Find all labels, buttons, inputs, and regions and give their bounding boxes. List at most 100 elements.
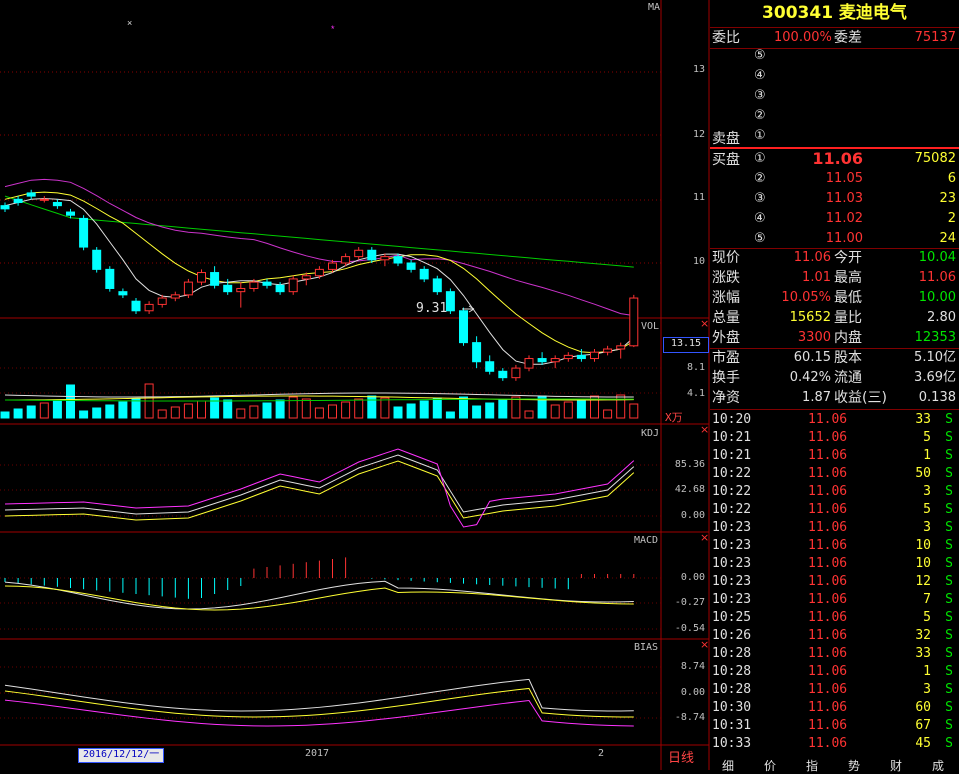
tick-side: S [945,430,953,445]
tick-time: 10:22 [712,466,752,481]
tick-side: S [945,592,953,607]
bottom-tab[interactable]: 指 [806,759,819,773]
fund-value: 1.87 [802,390,831,405]
candle-body [590,351,599,360]
fund-label: 净资 [712,390,740,406]
volume-bar [406,403,416,419]
buy-book: 买盘 ① 11.06 75082 ② 11.05 6 ③ 11.03 23 ④ 11.02 2 ⑤ 11.0… [710,149,959,249]
candle-body [210,272,220,286]
candle-body [354,249,364,258]
stock-title: 300341 麦迪电气 [762,3,907,23]
tick-time: 10:28 [712,682,752,697]
tick-row: 10:22 11.06 5 S [710,501,959,519]
volume-bar [157,409,167,419]
tick-row: 10:28 11.06 3 S [710,681,959,699]
candle-body [524,358,534,369]
bottom-tab[interactable]: 财 [890,759,903,773]
date-mid-label: 2017 [305,748,330,759]
candle-body [26,192,36,197]
volume-bar [0,411,10,419]
vol-ma-yellow [4,395,634,401]
buy-price: 11.02 [825,211,863,226]
candle-body [445,291,455,312]
tick-row: 10:23 11.06 12 S [710,573,959,591]
tick-list[interactable]: 10:20 11.06 33 S 10:21 11.06 5 S 10:21 11.06 1 S 10:… [710,411,959,756]
quote-label: 外盘 [712,330,740,346]
quote-value: 10.00 [918,290,956,305]
volume-bar [432,397,442,419]
tick-time: 10:26 [712,628,752,643]
tick-volume: 7 [923,592,931,607]
kdj-level-1: 85.36 [674,459,705,470]
bias-line-3 [4,699,634,727]
period-label[interactable]: 日线 [668,751,695,766]
candle-body [223,284,233,293]
fund-label: 收益(三) [834,390,887,406]
tick-row: 10:23 11.06 10 S [710,537,959,555]
tick-side: S [945,484,953,499]
tick-time: 10:23 [712,520,752,535]
tick-price: 11.06 [808,502,848,517]
kline-chart[interactable]: × × × × × * [0,0,710,770]
tick-row: 10:28 11.06 1 S [710,663,959,681]
tick-price: 11.06 [808,628,848,643]
buy-price: 11.00 [825,231,863,246]
fundamentals-block: 市盈 60.15 股本 5.10亿 换手 0.42% 流通 3.69亿 净资 1.87 收益(三) 0… [710,348,959,408]
tick-side: S [945,628,953,643]
volume-bar [341,401,351,419]
tick-row: 10:23 11.06 3 S [710,519,959,537]
tick-price: 11.06 [808,610,848,625]
tick-side: S [945,664,953,679]
candle-body [288,278,298,293]
quote-label: 涨跌 [712,270,740,286]
low-price-label: 9.31 [416,301,448,316]
tick-price: 11.06 [808,412,848,427]
ma-line-magenta [4,178,634,317]
tick-side: S [945,412,953,427]
tick-time: 10:30 [712,700,752,715]
volume-bar [210,397,220,419]
quote-value: 10.05% [781,290,831,305]
fund-value: 5.10亿 [914,350,956,365]
tick-row: 10:22 11.06 50 S [710,465,959,483]
fund-value: 0.42% [789,370,831,385]
kdj-panel-label: KDJ [641,428,660,439]
volume-bar [511,396,521,419]
tick-row: 10:23 11.06 10 S [710,555,959,573]
bottom-tab[interactable]: 势 [848,759,861,773]
tick-row: 10:23 11.06 7 S [710,591,959,609]
volume-bar [223,399,233,419]
volume-bar [590,395,599,419]
bias-level-2: 0.00 [680,687,705,698]
tick-time: 10:22 [712,502,752,517]
volume-bar [92,407,102,419]
tick-volume: 10 [915,556,931,571]
bottom-tab[interactable]: 价 [764,759,777,773]
sell-book: 卖盘 ⑤ ④ ③ ② ① [710,48,959,148]
candle-body [118,291,128,296]
tick-volume: 5 [923,502,931,517]
bias-line-2 [4,687,634,718]
bias-panel-label: BIAS [634,642,659,653]
volume-bar [183,403,193,419]
panel-close-icon: × [700,423,709,436]
buy-volume: 24 [939,231,956,246]
bottom-tab[interactable]: 细 [722,759,735,773]
bottom-tab[interactable]: 成 [932,759,945,773]
buy-volume: 6 [947,171,956,186]
tick-side: S [945,502,953,517]
quote-label: 最低 [834,290,862,306]
candle-body [393,256,403,264]
tick-volume: 3 [923,520,931,535]
candle-body [92,249,102,270]
tick-side: S [945,682,953,697]
candle-body [603,348,613,353]
vol-panel-label: VOL [641,321,660,332]
tick-side: S [945,556,953,571]
wb-label: 委比 [712,30,740,46]
tick-time: 10:20 [712,412,752,427]
candle-body [432,278,442,293]
volume-bar [367,395,377,419]
macd-dif-line [4,580,634,610]
date-start-label: 2016/12/12/一 [78,748,165,763]
